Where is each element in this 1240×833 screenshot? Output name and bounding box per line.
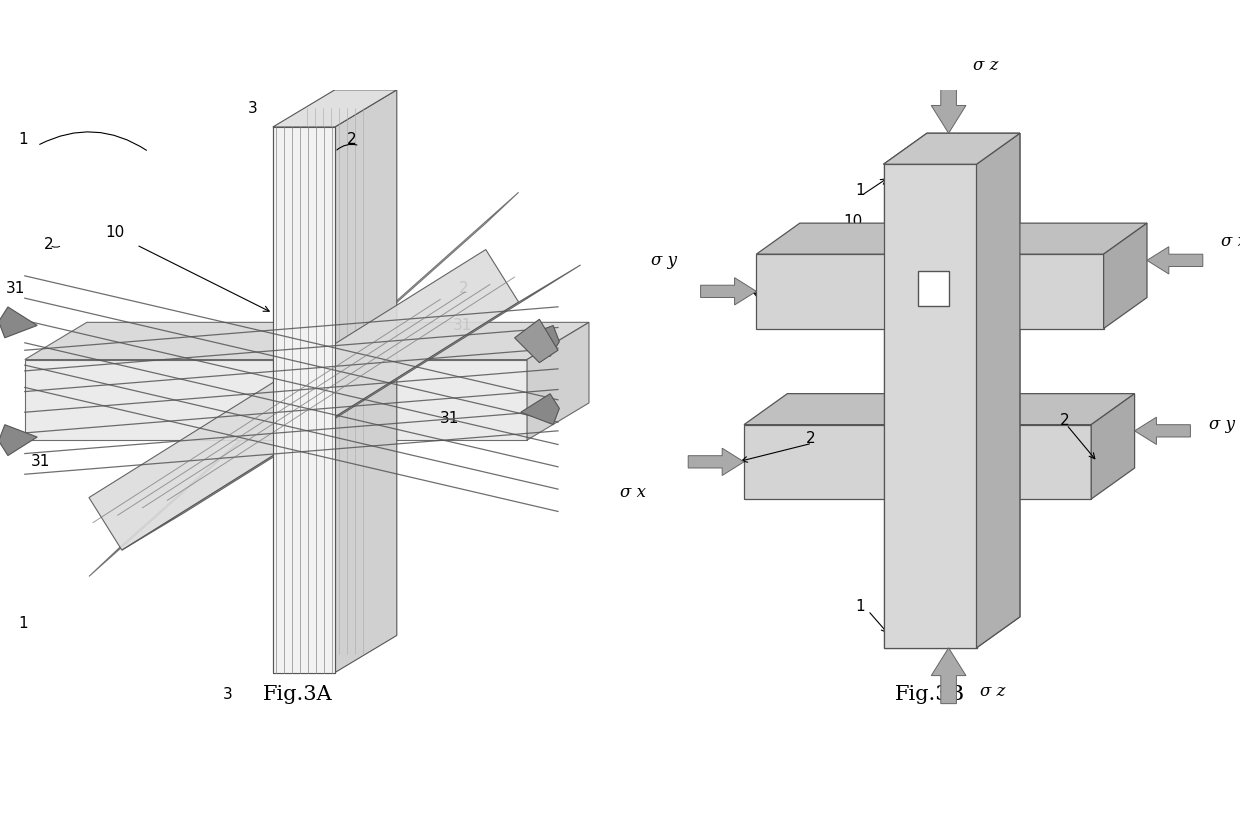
Text: 31: 31: [440, 411, 460, 426]
Text: 3: 3: [248, 101, 258, 116]
Polygon shape: [931, 77, 966, 133]
Polygon shape: [883, 164, 977, 648]
Text: σ z: σ z: [980, 683, 1004, 700]
Polygon shape: [701, 277, 756, 305]
Polygon shape: [273, 90, 397, 127]
Text: 2: 2: [43, 237, 53, 252]
Polygon shape: [1135, 417, 1190, 445]
Polygon shape: [89, 192, 518, 576]
Polygon shape: [977, 133, 1021, 648]
Text: 1: 1: [19, 616, 29, 631]
Text: 10: 10: [843, 214, 863, 229]
Text: 31: 31: [6, 281, 26, 296]
Polygon shape: [883, 133, 1021, 164]
Polygon shape: [335, 360, 527, 440]
Polygon shape: [744, 394, 1135, 425]
Text: 10: 10: [105, 225, 125, 240]
Polygon shape: [977, 133, 1021, 648]
Text: 1: 1: [19, 132, 29, 147]
Polygon shape: [521, 394, 559, 425]
Text: σ x: σ x: [1221, 233, 1240, 250]
Polygon shape: [1104, 223, 1147, 328]
Polygon shape: [89, 250, 518, 550]
Polygon shape: [122, 265, 580, 550]
Text: 2: 2: [818, 313, 828, 328]
Polygon shape: [931, 648, 966, 704]
Text: σ y: σ y: [651, 252, 677, 269]
Polygon shape: [527, 322, 589, 440]
Text: 2: 2: [806, 431, 816, 446]
Polygon shape: [0, 307, 37, 337]
Text: σ x: σ x: [620, 484, 646, 501]
Polygon shape: [335, 322, 589, 360]
Polygon shape: [756, 223, 1147, 254]
Polygon shape: [273, 127, 335, 672]
Polygon shape: [515, 319, 558, 362]
Polygon shape: [756, 254, 1104, 328]
Text: 2: 2: [273, 628, 283, 643]
Text: σ z: σ z: [973, 57, 998, 73]
Polygon shape: [25, 322, 335, 360]
Text: 2: 2: [1060, 412, 1070, 427]
Text: 1: 1: [856, 599, 866, 614]
Polygon shape: [273, 127, 335, 672]
Text: Fig.3B: Fig.3B: [895, 685, 965, 704]
Text: Fig.3A: Fig.3A: [263, 685, 332, 704]
Polygon shape: [688, 448, 744, 476]
Polygon shape: [744, 425, 1091, 499]
Text: 31: 31: [31, 454, 51, 469]
Text: 2: 2: [347, 132, 357, 147]
Polygon shape: [883, 164, 977, 648]
Text: 2: 2: [1060, 264, 1070, 279]
Text: 1: 1: [856, 183, 866, 198]
Polygon shape: [335, 90, 397, 672]
Polygon shape: [1147, 247, 1203, 274]
Polygon shape: [0, 425, 37, 456]
Polygon shape: [521, 326, 559, 357]
Polygon shape: [25, 360, 273, 440]
Text: 3: 3: [223, 687, 233, 702]
Polygon shape: [1091, 394, 1135, 499]
Text: σ y: σ y: [1209, 416, 1235, 433]
Polygon shape: [918, 271, 949, 306]
Polygon shape: [883, 133, 1021, 164]
Text: 2: 2: [459, 281, 469, 296]
Text: 31: 31: [453, 318, 472, 333]
